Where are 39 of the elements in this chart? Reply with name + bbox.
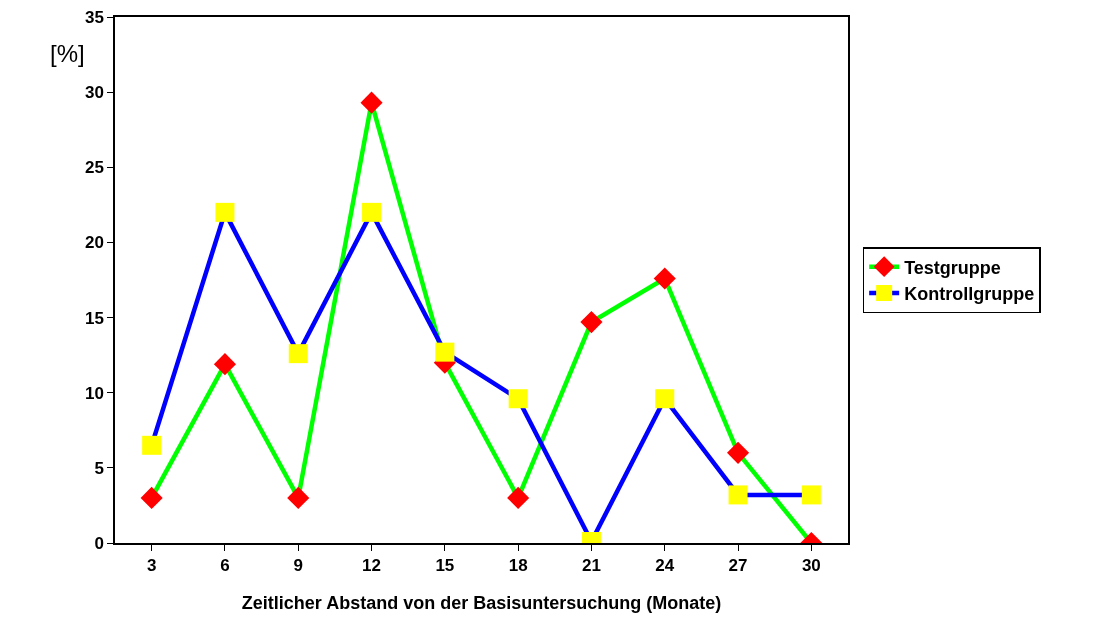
x-tick-label: 21 bbox=[581, 556, 601, 576]
point bbox=[288, 344, 308, 364]
x-tick-label: 9 bbox=[293, 556, 303, 576]
x-tick-label: 3 bbox=[146, 556, 157, 576]
y-tick-label: 30 bbox=[84, 83, 104, 103]
point bbox=[213, 353, 236, 376]
point bbox=[140, 486, 163, 509]
point bbox=[142, 435, 162, 455]
x-tick-label: 15 bbox=[435, 556, 455, 576]
y-tick-label: 0 bbox=[94, 533, 104, 553]
point bbox=[801, 485, 821, 505]
x-tick-label: 12 bbox=[362, 556, 382, 576]
x-tick-label: 24 bbox=[655, 556, 675, 576]
legend-label: Testgruppe bbox=[904, 257, 1001, 278]
x-tick-label: 27 bbox=[728, 556, 748, 576]
point bbox=[727, 441, 750, 464]
y-tick-label: 10 bbox=[84, 383, 104, 403]
x-tick-label: 30 bbox=[801, 556, 821, 576]
point bbox=[580, 311, 603, 334]
y-axis-title: [%] bbox=[50, 40, 85, 67]
point bbox=[215, 202, 235, 222]
point bbox=[507, 486, 530, 509]
x-tick-label: 18 bbox=[508, 556, 528, 576]
point bbox=[435, 342, 455, 362]
point bbox=[508, 389, 528, 409]
point bbox=[655, 389, 675, 409]
legend-label: Kontrollgruppe bbox=[904, 284, 1035, 305]
x-tick-label: 6 bbox=[220, 556, 230, 576]
point bbox=[653, 267, 676, 290]
y-tick-label: 25 bbox=[84, 158, 104, 178]
point bbox=[360, 91, 383, 114]
y-tick-label: 15 bbox=[84, 308, 104, 328]
y-tick-label: 35 bbox=[84, 7, 104, 27]
y-tick-label: 5 bbox=[94, 458, 104, 478]
point bbox=[728, 485, 748, 505]
x-axis-title: Zeitlicher Abstand von der Basisuntersuchung (Monate) bbox=[241, 592, 722, 613]
point bbox=[362, 202, 382, 222]
point bbox=[287, 486, 310, 509]
y-tick-label: 20 bbox=[84, 233, 104, 253]
